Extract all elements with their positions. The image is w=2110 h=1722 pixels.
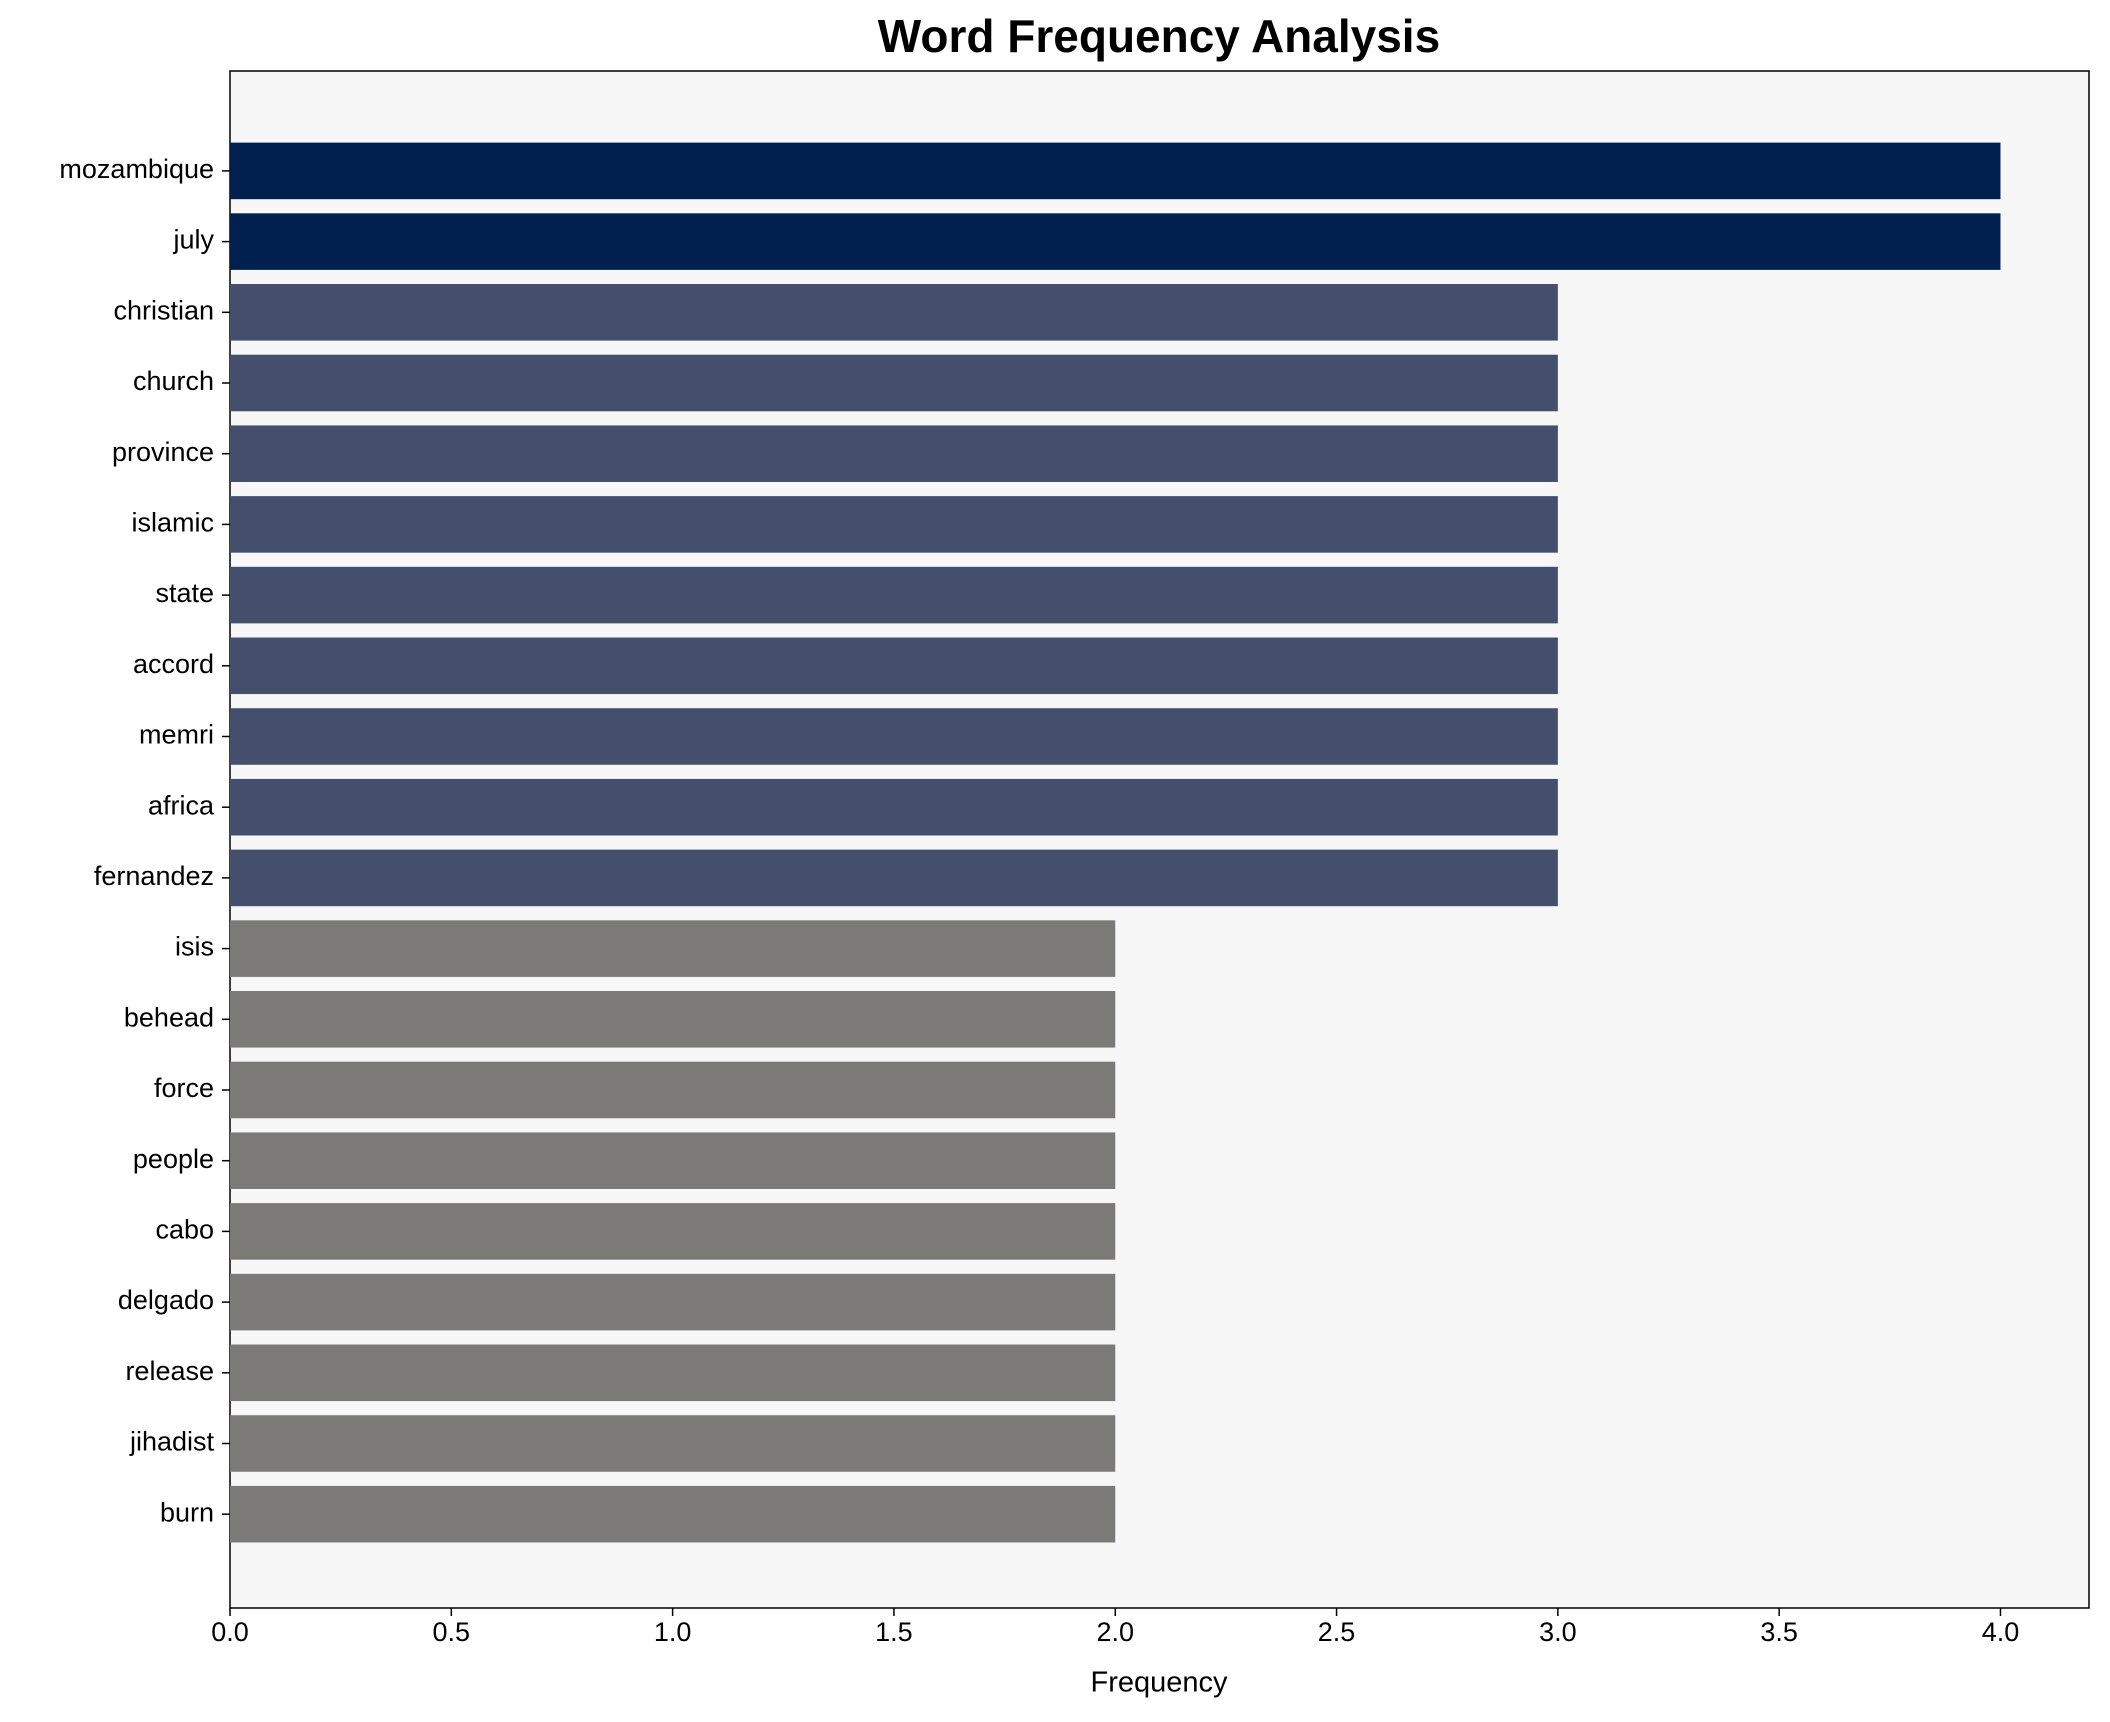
y-tick-label: burn (160, 1497, 214, 1527)
bar (230, 425, 1558, 482)
y-tick-label: mozambique (59, 154, 214, 184)
y-tick-label: force (154, 1073, 214, 1103)
x-tick-label: 0.0 (211, 1617, 249, 1647)
y-tick-label: release (125, 1356, 214, 1386)
y-tick-label: jihadist (129, 1427, 215, 1457)
bar (230, 284, 1558, 341)
bar (230, 920, 1116, 977)
bar (230, 1273, 1116, 1331)
y-tick-label: isis (175, 932, 214, 962)
bar (230, 708, 1558, 765)
chart-title: Word Frequency Analysis (878, 10, 1440, 62)
x-tick-label: 1.0 (654, 1617, 692, 1647)
x-tick-label: 4.0 (1982, 1617, 2020, 1647)
bar (230, 566, 1558, 624)
y-tick-label: behead (124, 1002, 214, 1032)
bar (230, 354, 1558, 412)
y-tick-label: fernandez (94, 861, 214, 891)
bar (230, 991, 1116, 1048)
bar (230, 1203, 1116, 1260)
y-tick-label: islamic (131, 508, 214, 538)
bar (230, 1132, 1116, 1189)
x-tick-label: 3.5 (1760, 1617, 1798, 1647)
bar (230, 1485, 1116, 1543)
y-tick-label: accord (133, 649, 214, 679)
bar (230, 849, 1558, 907)
y-tick-label: memri (139, 720, 214, 750)
y-tick-label: christian (113, 295, 214, 325)
bar (230, 496, 1558, 553)
y-tick-label: province (112, 437, 214, 467)
bar (230, 637, 1558, 695)
bar (230, 142, 2001, 200)
x-axis-label: Frequency (1090, 1667, 1228, 1699)
x-tick-label: 2.5 (1318, 1617, 1356, 1647)
x-tick-label: 1.5 (875, 1617, 913, 1647)
y-tick-label: cabo (155, 1215, 214, 1245)
y-tick-label: africa (148, 790, 215, 820)
bar (230, 1061, 1116, 1119)
x-tick-label: 2.0 (1096, 1617, 1134, 1647)
y-tick-label: july (172, 225, 214, 255)
y-tick-label: delgado (118, 1285, 214, 1315)
bar (230, 778, 1558, 836)
y-tick-label: church (133, 366, 214, 396)
bar (230, 213, 2001, 270)
bar (230, 1415, 1116, 1472)
x-tick-label: 3.0 (1539, 1617, 1577, 1647)
y-tick-label: people (133, 1144, 214, 1174)
bar (230, 1344, 1116, 1402)
y-tick-label: state (155, 578, 214, 608)
x-tick-label: 0.5 (433, 1617, 471, 1647)
